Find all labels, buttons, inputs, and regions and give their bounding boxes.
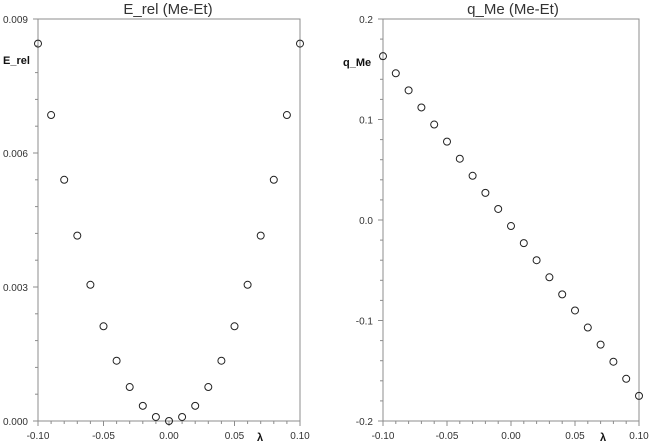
data-point xyxy=(217,356,226,365)
x-axis-label: λ xyxy=(600,432,606,444)
y-tick-label: -0.1 xyxy=(356,317,374,328)
data-point xyxy=(73,231,82,240)
data-point xyxy=(99,322,108,331)
data-point xyxy=(269,175,278,184)
y-tick-label: 0.2 xyxy=(359,15,373,26)
data-point xyxy=(481,188,490,197)
data-point xyxy=(519,239,528,248)
data-point xyxy=(558,290,567,299)
x-tick-label: 0.05 xyxy=(565,431,585,442)
data-point xyxy=(191,401,200,410)
data-point xyxy=(204,383,213,392)
data-point xyxy=(571,306,579,315)
data-point xyxy=(635,391,643,400)
data-point xyxy=(417,103,426,112)
chart-q-me: q_Me (Me-Et) q_Me λ -0.2 -0.1 0.0 0.1 0.2 -0.… xyxy=(343,1,649,444)
x-tick-label: -0.10 xyxy=(27,431,50,442)
data-point xyxy=(455,154,464,163)
data-point xyxy=(138,401,147,410)
y-tick-label: 0.006 xyxy=(3,149,28,160)
chart-title: E_rel (Me-Et) xyxy=(123,1,212,18)
x-axis-label: λ xyxy=(257,432,263,444)
y-axis-label: q_Me xyxy=(343,57,371,69)
data-point xyxy=(379,52,387,61)
y-tick-label: 0.009 xyxy=(3,15,28,26)
x-tick-label: 0.10 xyxy=(290,431,310,442)
data-point xyxy=(60,175,69,184)
data-point xyxy=(545,273,554,282)
y-axis-label: E_rel xyxy=(3,55,30,67)
x-tick-label: 0.00 xyxy=(501,431,521,442)
x-tick-label: 0.10 xyxy=(629,431,649,442)
data-point xyxy=(86,280,95,289)
data-point xyxy=(165,417,173,425)
data-point xyxy=(443,137,451,146)
x-tick-label: 0.00 xyxy=(159,431,179,442)
data-point xyxy=(494,204,503,213)
chart-title: q_Me (Me-Et) xyxy=(467,1,559,18)
plot-frame xyxy=(382,18,640,422)
data-point xyxy=(507,222,515,231)
data-point xyxy=(404,86,413,95)
y-tick-label: 0.1 xyxy=(359,116,373,127)
data-point xyxy=(125,383,134,392)
data-point xyxy=(532,256,541,265)
y-tick-label: 0.003 xyxy=(3,283,28,294)
data-point xyxy=(282,111,291,120)
y-tick-label: -0.2 xyxy=(356,417,374,428)
data-point xyxy=(47,111,56,120)
data-point xyxy=(34,39,42,48)
x-tick-label: 0.05 xyxy=(225,431,245,442)
data-point xyxy=(243,280,252,289)
x-tick-label: -0.05 xyxy=(92,431,115,442)
data-point xyxy=(391,69,400,78)
data-point xyxy=(230,322,239,331)
plot-frame xyxy=(37,18,301,422)
data-point xyxy=(296,39,304,48)
x-tick-label: -0.10 xyxy=(372,431,395,442)
y-tick-label: 0.0 xyxy=(359,216,373,227)
data-point xyxy=(151,412,160,421)
data-point xyxy=(609,357,618,366)
data-point xyxy=(468,171,477,180)
y-tick-label: 0.000 xyxy=(3,417,28,428)
data-point xyxy=(256,231,265,240)
data-point xyxy=(596,340,605,349)
data-point xyxy=(178,412,187,421)
x-tick-label: -0.05 xyxy=(436,431,459,442)
chart-e-rel: E_rel (Me-Et) E_rel λ 0.000 0.003 0.006 0.0… xyxy=(3,1,310,444)
data-point xyxy=(622,374,631,383)
data-point xyxy=(430,120,439,129)
data-point xyxy=(583,323,592,332)
data-point xyxy=(112,356,121,365)
